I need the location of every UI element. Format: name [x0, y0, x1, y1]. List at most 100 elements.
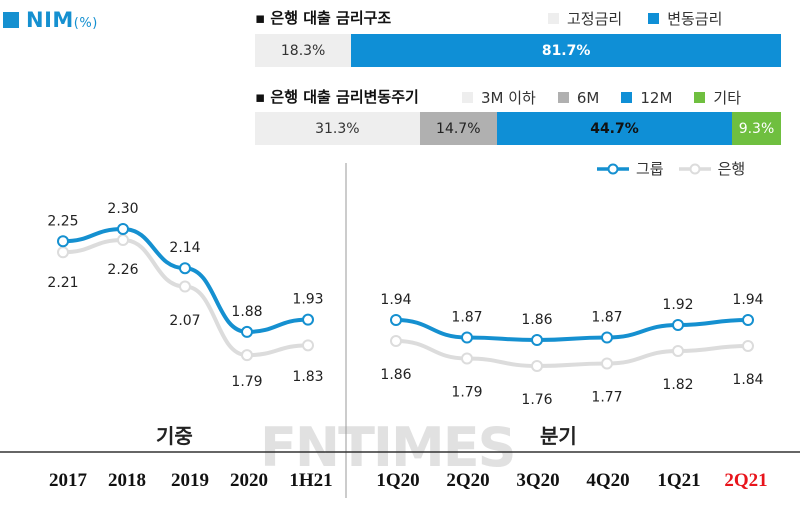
line-legend-marker: [678, 163, 711, 174]
rate-structure-bar: 18.3% 81.7%: [255, 34, 781, 67]
quarterly-category-label: 1Q20: [376, 470, 419, 491]
rate-structure-segment: 18.3%: [255, 34, 352, 67]
quarterly-bank-point: [390, 335, 402, 347]
annual-category-label: 2017: [49, 470, 88, 491]
annual-category-label: 2018: [108, 470, 146, 491]
reset-period-segment: 9.3%: [732, 112, 781, 145]
quarterly-category-label: 1Q21: [657, 470, 700, 491]
reset-period-legend-label: 6M: [576, 88, 600, 107]
reset-period-legend-item: 12M: [621, 87, 672, 108]
quarterly-group-point: [461, 331, 473, 344]
reset-period-legend-swatch: [621, 92, 633, 103]
quarterly-group-point: [531, 334, 543, 346]
quarterly-group-line: [395, 318, 749, 343]
rate-structure-legend-item: 고정금리: [548, 8, 622, 29]
reset-period-legend-label: 3M 이하: [481, 89, 536, 107]
reset-period-bar: 31.3% 14.7% 44.7% 9.3%: [255, 112, 781, 145]
quarterly-bank-value-label: 1.79: [451, 385, 482, 401]
reset-period-segment: 31.3%: [255, 112, 420, 145]
rate-structure-segment: 81.7%: [351, 34, 781, 67]
quarterly-bank-value-label: 1.84: [732, 372, 763, 388]
annual-bank-point: [179, 280, 191, 293]
rate-structure-legend-label: 고정금리: [567, 10, 623, 28]
quarterly-group-value-label: 1.94: [732, 292, 763, 308]
annual-group-value-label: 1.93: [292, 292, 323, 308]
annual-bank-value-label: 1.83: [292, 369, 323, 385]
quarterly-bank-point: [531, 360, 543, 372]
reset-period-legend-label: 12M: [640, 88, 673, 107]
annual-category-label: 1H21: [289, 470, 332, 491]
line-legend-marker: [597, 163, 629, 174]
reset-period-legend-swatch: [694, 92, 706, 103]
quarterly-group-value-label: 1.87: [451, 310, 482, 326]
reset-period-legend-item: 3M 이하: [462, 87, 536, 108]
quarterly-bank-point: [742, 340, 754, 352]
annual-category-label: 2020: [230, 470, 268, 491]
annual-group-point: [302, 313, 314, 326]
quarterly-bank-point: [672, 345, 684, 357]
annual-bank-value-label: 2.21: [47, 275, 78, 291]
annual-group-value-label: 1.88: [231, 304, 262, 320]
rate-structure-legend-label: 변동금리: [667, 10, 723, 28]
annual-bank-point: [57, 246, 69, 259]
quarterly-bank-point: [601, 357, 613, 370]
quarterly-group-point: [672, 319, 684, 331]
annual-bank-value-label: 2.26: [107, 262, 138, 278]
line-chart-legend: 그룹 은행: [596, 158, 745, 179]
line-legend-item: 은행: [678, 158, 745, 179]
quarterly-group-value-label: 1.86: [521, 312, 552, 328]
watermark: FNTIMES: [260, 416, 517, 479]
nim-title-marker: [3, 12, 19, 28]
reset-period-title: ▪ 은행 대출 금리변동주기: [255, 88, 419, 106]
annual-group-value-label: 2.30: [107, 201, 138, 217]
quarterly-category-label: 2Q20: [446, 470, 489, 491]
annual-bank-point: [302, 339, 314, 352]
reset-period-legend: 3M 이하 6M 12M 기타: [462, 87, 741, 108]
annual-group-point: [117, 223, 129, 235]
annual-group-point: [57, 235, 69, 248]
annual-group-label: 기중: [156, 424, 193, 448]
quarterly-group-point: [742, 314, 754, 326]
line-legend-label: 그룹: [636, 160, 664, 178]
quarterly-category-label: 3Q20: [516, 470, 559, 491]
quarterly-bank-point: [461, 352, 473, 365]
reset-period-legend-label: 기타: [713, 89, 741, 107]
rate-structure-title: ▪ 은행 대출 금리구조: [255, 9, 392, 27]
nim-title-label: NIM: [26, 8, 74, 32]
annual-bank-point: [117, 234, 129, 246]
quarterly-group-value-label: 1.92: [662, 297, 693, 313]
annual-bank-value-label: 2.07: [169, 313, 200, 329]
quarterly-group-point: [601, 331, 613, 344]
rate-structure-legend-item: 변동금리: [648, 8, 722, 29]
annual-group-value-label: 2.25: [47, 213, 78, 229]
annual-group-point: [241, 325, 253, 338]
reset-period-segment: 14.7%: [419, 112, 497, 145]
nim-title: NIM(%): [26, 8, 98, 32]
annual-group-point: [179, 262, 191, 275]
quarterly-group-value-label: 1.94: [380, 292, 411, 308]
rate-structure-legend: 고정금리 변동금리: [548, 8, 722, 29]
reset-period-legend-item: 기타: [694, 87, 741, 108]
rate-structure-legend-swatch: [648, 13, 660, 24]
quarterly-group-point: [390, 314, 402, 326]
quarterly-bank-value-label: 1.77: [591, 390, 622, 406]
quarterly-bank-line: [395, 339, 749, 369]
quarterly-bank-value-label: 1.86: [380, 367, 411, 383]
annual-bank-value-label: 1.79: [231, 374, 262, 390]
quarterly-group-value-label: 1.87: [591, 310, 622, 326]
line-legend-item: 그룹: [596, 158, 664, 179]
nim-title-unit: (%): [73, 16, 98, 31]
quarterly-bank-value-label: 1.76: [521, 392, 552, 408]
annual-bank-line: [62, 237, 309, 358]
reset-period-segment: 44.7%: [496, 112, 733, 145]
quarterly-group-label: 분기: [540, 424, 577, 448]
reset-period-legend-item: 6M: [557, 87, 600, 108]
annual-category-label: 2019: [171, 470, 209, 491]
quarterly-category-label: 4Q20: [586, 470, 629, 491]
reset-period-legend-swatch: [462, 92, 473, 103]
reset-period-legend-swatch: [557, 92, 569, 103]
quarterly-category-label: 2Q21: [724, 470, 767, 491]
annual-bank-point: [241, 349, 253, 362]
